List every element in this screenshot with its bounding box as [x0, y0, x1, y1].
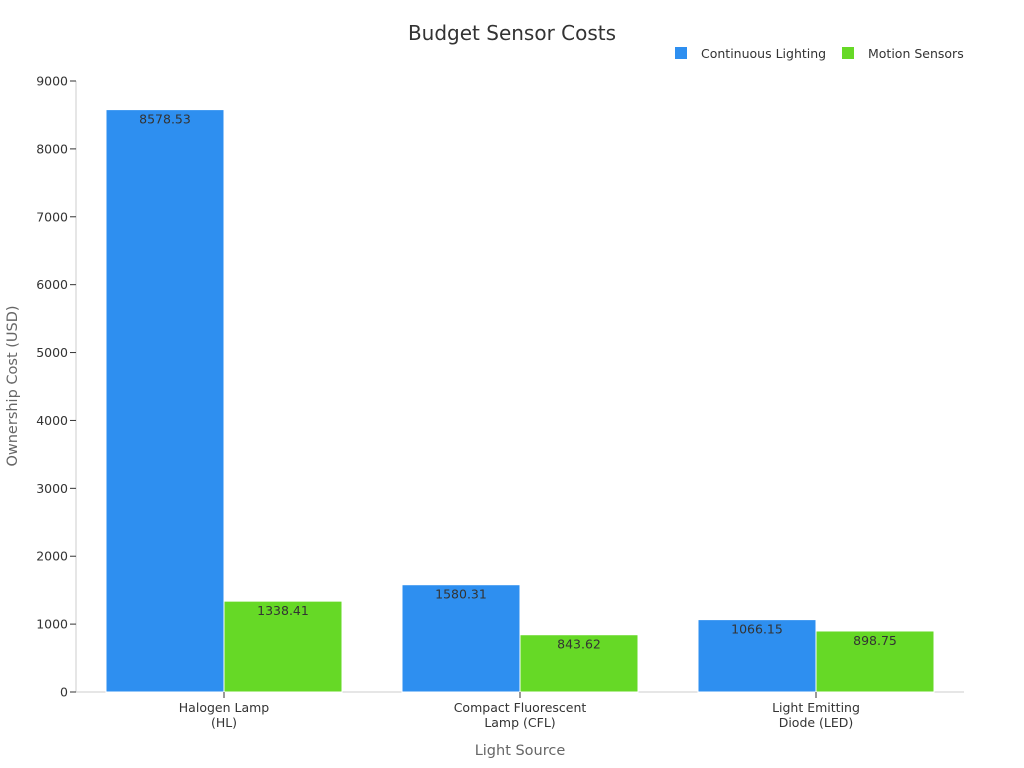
legend-label: Motion Sensors: [868, 46, 964, 61]
y-tick-label: 6000: [36, 277, 68, 292]
y-tick-label: 7000: [36, 209, 68, 224]
y-tick-label: 8000: [36, 141, 68, 156]
y-tick-label: 2000: [36, 549, 68, 564]
bar-value-label: 1338.41: [257, 603, 309, 618]
bar-motion-sensors: [223, 600, 343, 693]
legend-label: Continuous Lighting: [701, 46, 826, 61]
y-tick-label: 1000: [36, 617, 68, 632]
legend-swatch-continuous-lighting: [675, 47, 687, 59]
y-tick-label: 4000: [36, 413, 68, 428]
x-tick-label: Lamp (CFL): [484, 715, 555, 730]
y-tick-label: 0: [60, 685, 68, 700]
bar-value-label: 1580.31: [435, 587, 487, 602]
x-axis-title: Light Source: [475, 743, 566, 759]
bar-continuous-lighting: [697, 619, 817, 693]
x-tick-label: Light Emitting: [772, 700, 860, 715]
chart-legend: Continuous Lighting Motion Sensors: [675, 46, 964, 61]
bar-value-label: 898.75: [853, 633, 897, 648]
bar-continuous-lighting: [105, 109, 225, 693]
x-tick-label: Compact Fluorescent: [454, 700, 587, 715]
bar-motion-sensors: [815, 630, 935, 693]
bar-value-label: 8578.53: [139, 112, 191, 127]
y-tick-label: 5000: [36, 345, 68, 360]
bar-value-label: 1066.15: [731, 622, 783, 637]
x-tick-label: Diode (LED): [779, 715, 854, 730]
bar-motion-sensors: [519, 634, 639, 693]
x-tick-label: Halogen Lamp: [179, 700, 270, 715]
y-tick-label: 3000: [36, 481, 68, 496]
bar-continuous-lighting: [401, 584, 521, 693]
legend-swatch-motion-sensors: [842, 47, 854, 59]
y-tick-label: 9000: [36, 74, 68, 89]
chart-title: Budget Sensor Costs: [408, 21, 616, 45]
bar-series: 8578.53 1338.41 1580.31 843.62 1066.15 898.75: [105, 109, 935, 693]
bar-value-label: 843.62: [557, 637, 601, 652]
y-axis-title: Ownership Cost (USD): [5, 305, 21, 466]
x-tick-label: (HL): [211, 715, 237, 730]
y-axis-ticks: 0 1000 2000 3000 4000 5000 6000 7000 8000 9000: [36, 74, 76, 700]
x-axis-tick-labels: Halogen Lamp(HL) Compact FluorescentLamp …: [179, 692, 860, 730]
